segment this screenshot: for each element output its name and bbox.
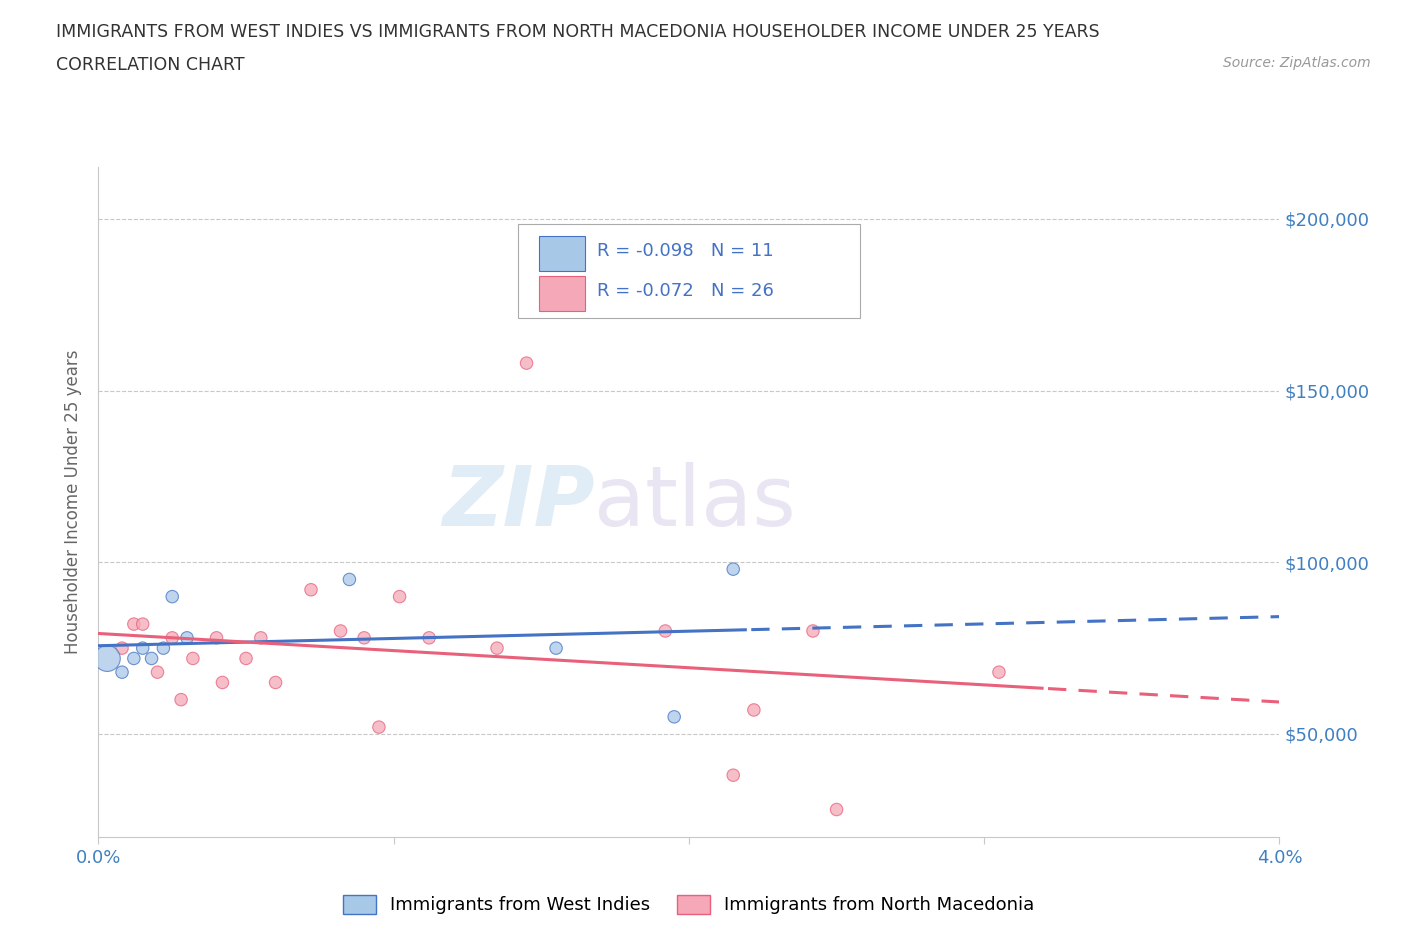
Text: IMMIGRANTS FROM WEST INDIES VS IMMIGRANTS FROM NORTH MACEDONIA HOUSEHOLDER INCOM: IMMIGRANTS FROM WEST INDIES VS IMMIGRANT… bbox=[56, 23, 1099, 41]
Text: ZIP: ZIP bbox=[441, 461, 595, 543]
Point bbox=[987, 665, 1010, 680]
Y-axis label: Householder Income Under 25 years: Householder Income Under 25 years bbox=[65, 350, 83, 655]
Point bbox=[162, 590, 183, 604]
Point bbox=[132, 641, 155, 656]
Point bbox=[250, 631, 273, 645]
Point bbox=[205, 631, 228, 645]
Point bbox=[329, 623, 352, 638]
Point bbox=[146, 665, 169, 680]
Text: CORRELATION CHART: CORRELATION CHART bbox=[56, 56, 245, 73]
Point bbox=[111, 665, 134, 680]
Point bbox=[825, 802, 848, 817]
Text: atlas: atlas bbox=[595, 461, 796, 543]
Point bbox=[664, 710, 686, 724]
FancyBboxPatch shape bbox=[517, 224, 860, 318]
Point bbox=[264, 675, 287, 690]
Point bbox=[122, 651, 145, 666]
Point bbox=[721, 562, 744, 577]
Point bbox=[546, 641, 568, 656]
Point bbox=[170, 692, 193, 707]
Point bbox=[515, 355, 537, 370]
Point bbox=[353, 631, 375, 645]
Point bbox=[721, 768, 744, 783]
Point bbox=[132, 617, 155, 631]
Text: R = -0.072   N = 26: R = -0.072 N = 26 bbox=[596, 283, 773, 300]
Point bbox=[337, 572, 360, 587]
Point bbox=[388, 590, 411, 604]
Point bbox=[485, 641, 508, 656]
Point bbox=[211, 675, 233, 690]
Point bbox=[801, 623, 824, 638]
Text: R = -0.098   N = 11: R = -0.098 N = 11 bbox=[596, 242, 773, 260]
Point bbox=[176, 631, 198, 645]
Text: Source: ZipAtlas.com: Source: ZipAtlas.com bbox=[1223, 56, 1371, 70]
Point bbox=[111, 641, 134, 656]
Point bbox=[418, 631, 440, 645]
Point bbox=[122, 617, 145, 631]
Point bbox=[152, 641, 174, 656]
Point bbox=[367, 720, 389, 735]
Point bbox=[141, 651, 163, 666]
Point bbox=[235, 651, 257, 666]
Point bbox=[96, 651, 118, 666]
Point bbox=[654, 623, 676, 638]
FancyBboxPatch shape bbox=[538, 276, 585, 311]
Legend: Immigrants from West Indies, Immigrants from North Macedonia: Immigrants from West Indies, Immigrants … bbox=[336, 888, 1042, 922]
Point bbox=[162, 631, 183, 645]
FancyBboxPatch shape bbox=[538, 235, 585, 271]
Point bbox=[742, 702, 765, 717]
Point bbox=[299, 582, 322, 597]
Point bbox=[181, 651, 204, 666]
